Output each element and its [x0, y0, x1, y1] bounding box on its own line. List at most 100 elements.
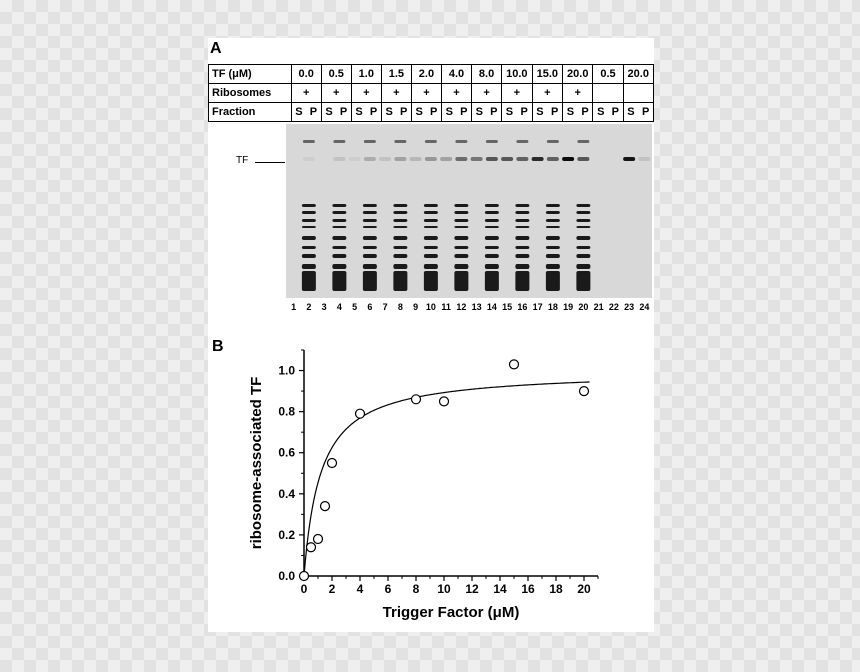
x-axis-label: Trigger Factor (μM): [383, 604, 520, 621]
gel-lane: [423, 140, 438, 291]
gel-lane: [348, 157, 361, 161]
gel-lane: [515, 140, 530, 291]
panel-b-letter: B: [212, 338, 224, 355]
tf-band: [440, 157, 453, 161]
lane-number: 15: [502, 302, 513, 312]
fraction-p: P: [369, 106, 378, 118]
ribosome-cell: +: [562, 83, 594, 103]
gel-lane: [301, 140, 316, 291]
fraction-s: S: [597, 106, 605, 118]
fraction-header: Fraction: [208, 102, 292, 122]
x-tick-label: 12: [465, 582, 479, 596]
y-axis-label: ribosome-associated TF: [248, 377, 265, 550]
gel-condition-table: TF (μM) 0.0 0.5 1.0 1.5 2.0 4.0 8.0 10.0 15.0 20.…: [208, 64, 655, 122]
fraction-p: P: [339, 106, 348, 118]
tf-band: [424, 157, 437, 161]
x-tick-label: 20: [577, 582, 591, 596]
fraction-p: P: [611, 106, 619, 118]
tf-conc-cell: 4.0: [440, 64, 473, 84]
tf-conc-cell: 2.0: [410, 64, 442, 84]
panel-a-letter: A: [210, 40, 222, 57]
gel-lane: [470, 157, 483, 161]
tf-band: [501, 157, 514, 161]
ribosomes-row: Ribosomes + + + + + + + + + +: [208, 83, 655, 103]
tf-band: [470, 157, 483, 161]
y-tick-label: 0.0: [278, 569, 295, 583]
tf-conc-cell: 0.0: [290, 64, 322, 84]
lane-number: 20: [578, 302, 589, 312]
tf-band: [546, 157, 559, 161]
tf-band: [623, 157, 636, 161]
lane-number: 16: [517, 302, 528, 312]
y-tick-label: 0.6: [278, 446, 295, 460]
gel-svg: [301, 140, 651, 291]
lane-number: 21: [593, 302, 604, 312]
lane-number: 11: [441, 302, 451, 312]
lane-number: 13: [471, 302, 482, 312]
ribosome-cell: +: [410, 83, 442, 103]
y-tick-label: 1.0: [278, 364, 295, 378]
fraction-p: P: [460, 106, 468, 118]
gel-lane: [409, 157, 422, 161]
y-tick-label: 0.2: [278, 528, 295, 542]
y-tick-label: 0.4: [278, 487, 295, 501]
tf-band: [363, 157, 376, 161]
lane-number: 2: [306, 302, 312, 312]
data-point: [410, 394, 422, 405]
lane-number: 18: [547, 302, 558, 312]
fraction-s: S: [475, 106, 483, 118]
data-point: [305, 542, 317, 553]
lane-number: 9: [413, 302, 419, 312]
tf-band: [531, 157, 544, 161]
lane-number: 24: [639, 302, 650, 312]
lane-number: 23: [624, 302, 635, 312]
data-point: [508, 359, 520, 370]
lane-number: 14: [486, 302, 497, 312]
data-point: [354, 408, 366, 419]
gel-lane: [440, 157, 453, 161]
gel-lane: [545, 140, 560, 291]
gel-lane: [576, 140, 591, 291]
fraction-p: P: [641, 106, 650, 118]
fraction-p: P: [399, 106, 408, 118]
x-tick-label: 2: [329, 582, 336, 596]
lane-numbers: 1 2 3 4 5 6 7 8 9 10 11 12 13 14 15 16 17 18 19 20 21 22 23 24: [286, 302, 652, 314]
lane-number: 19: [563, 302, 574, 312]
tf-conc-cell: 10.0: [501, 64, 533, 84]
lane-number: 22: [608, 302, 619, 312]
ribosome-cell: +: [350, 83, 382, 103]
fit-curve: [303, 381, 590, 577]
x-tick-label: 16: [521, 582, 535, 596]
fraction-s: S: [415, 106, 423, 118]
fraction-p: P: [430, 106, 438, 118]
fraction-s: S: [385, 106, 393, 118]
data-point: [326, 457, 338, 469]
x-tick-label: 10: [437, 582, 451, 596]
lane-number: 17: [532, 302, 543, 312]
fraction-s: S: [505, 106, 514, 118]
tf-band: [302, 157, 315, 161]
fraction-s: S: [536, 106, 544, 118]
tf-conc-cell: 15.0: [531, 64, 564, 84]
gel-lane: [379, 157, 392, 161]
x-tick-label: 14: [493, 582, 507, 596]
fraction-p: P: [520, 106, 528, 118]
gel-lane: [362, 140, 377, 291]
data-point: [578, 385, 590, 397]
x-tick-label: 18: [549, 582, 563, 596]
tf-band: [516, 157, 529, 161]
x-tick-label: 0: [301, 582, 308, 596]
data-point: [319, 501, 331, 512]
ribosome-cell: +: [501, 83, 533, 103]
lane-number: 7: [382, 302, 388, 312]
fraction-p: P: [309, 106, 318, 118]
